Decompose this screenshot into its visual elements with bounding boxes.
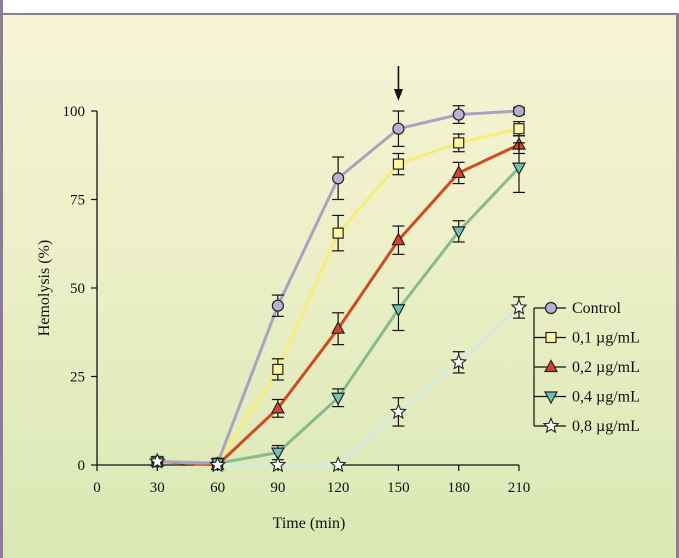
data-point-control (332, 172, 345, 185)
legend-label: 0,8 µg/mL (572, 418, 640, 435)
y-tick-label: 75 (70, 193, 85, 209)
data-point-0-1-g-ml (272, 363, 284, 376)
data-point-0-4-g-ml (511, 162, 527, 176)
data-point-control (452, 108, 465, 121)
axes: 0 30 60 90 120 150 180 210 0 25 50 75 100 (63, 104, 531, 496)
x-tick-label: 60 (210, 480, 225, 496)
legend-marker-control (544, 301, 558, 315)
legend-label: 0,4 µg/mL (572, 389, 640, 406)
y-axis-label: Hemolysis (%) (36, 240, 53, 336)
data-point-control (392, 122, 405, 135)
data-point-0-8-g-ml (209, 456, 227, 473)
legend-marker-0-8-g-ml (542, 417, 560, 434)
hemolysis-chart: 0 30 60 90 120 150 180 210 0 25 50 75 100 Control 0,1… (36, 66, 640, 532)
data-point-0-4-g-ml (331, 392, 346, 406)
x-tick-label: 30 (150, 480, 165, 496)
x-tick-label: 150 (387, 480, 410, 496)
x-tick-label: 0 (93, 480, 101, 496)
data-point-0-8-g-ml (510, 298, 528, 315)
data-point-0-8-g-ml (450, 353, 468, 370)
data-point-control (512, 104, 526, 118)
y-tick-label: 50 (70, 281, 85, 297)
data-point-0-8-g-ml (269, 456, 287, 473)
data-point-0-4-g-ml (391, 304, 406, 317)
legend-label: Control (572, 300, 621, 317)
data-point-0-1-g-ml (392, 158, 405, 170)
legend-marker-0-4-g-ml (543, 391, 559, 405)
data-point-0-2-g-ml (331, 320, 346, 334)
data-point-0-1-g-ml (513, 123, 525, 135)
legend-label: 0,2 µg/mL (572, 359, 640, 376)
legend-label: 0,1 µg/mL (572, 330, 640, 347)
data-point-0-8-g-ml (148, 452, 166, 469)
data-point-0-1-g-ml (453, 137, 465, 149)
arrow-head (393, 89, 403, 101)
x-tick-label: 120 (327, 480, 350, 496)
data-point-0-8-g-ml (329, 456, 347, 473)
x-tick-label: 180 (447, 480, 470, 496)
series-control (151, 104, 526, 470)
data-point-0-4-g-ml (270, 447, 285, 461)
data-point-0-1-g-ml (332, 227, 344, 239)
series-layer (148, 104, 528, 473)
legend-marker-0-1-g-ml (545, 331, 557, 344)
annotations (393, 66, 403, 101)
legend: Control 0,1 µg/mL 0,2 µg/mL 0,4 µg/mL 0,8 µg… (533, 300, 640, 435)
panel-top-bar (3, 0, 679, 15)
y-tick-label: 0 (78, 458, 86, 474)
data-point-0-4-g-ml (451, 226, 466, 240)
data-point-0-8-g-ml (389, 402, 407, 420)
y-tick-label: 100 (63, 104, 86, 120)
data-point-0-2-g-ml (270, 400, 285, 414)
y-tick-label: 25 (70, 370, 85, 386)
series-0-8-g-ml (148, 296, 528, 473)
x-tick-label: 210 (508, 480, 531, 496)
data-point-0-2-g-ml (391, 232, 406, 246)
x-tick-label: 90 (270, 480, 285, 496)
legend-marker-0-2-g-ml (543, 359, 559, 373)
data-point-control (271, 299, 284, 312)
x-axis-label: Time (min) (273, 515, 346, 532)
data-point-0-2-g-ml (451, 165, 466, 179)
